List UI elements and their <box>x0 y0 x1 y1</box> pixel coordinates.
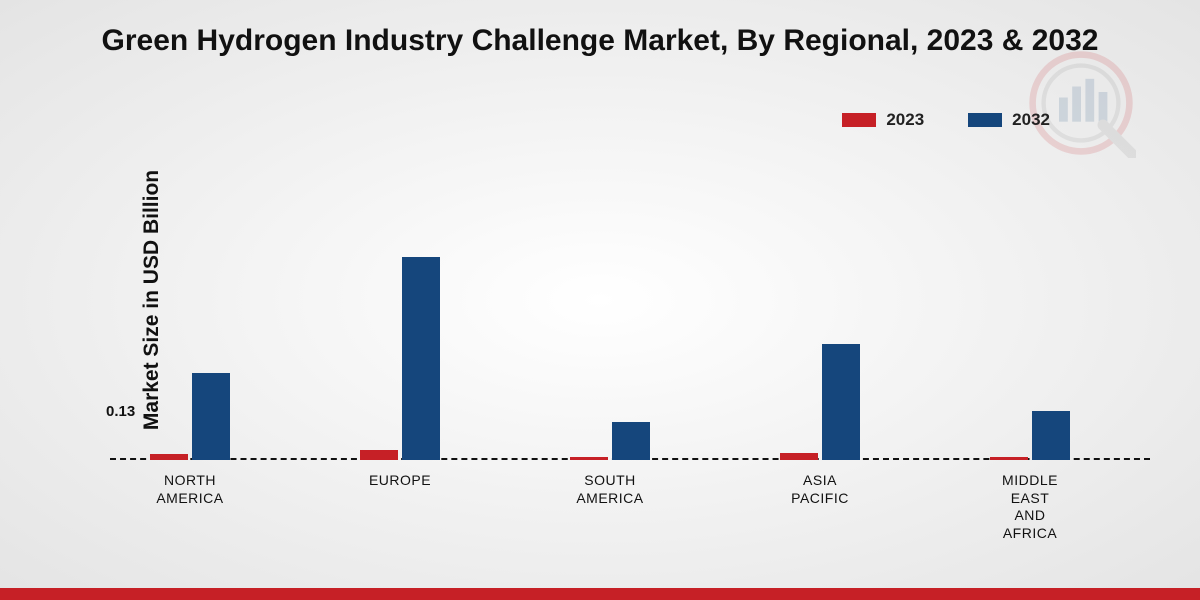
bar-2032-1 <box>402 257 440 460</box>
bar-2023-1 <box>360 450 398 460</box>
bar-2032-0 <box>192 373 230 460</box>
bar-2023-0 <box>150 454 188 460</box>
bar-2023-3 <box>780 453 818 460</box>
legend-swatch-2023 <box>842 113 876 127</box>
bar-2023-2 <box>570 457 608 460</box>
footer-accent-bar <box>0 588 1200 600</box>
bar-2023-4 <box>990 457 1028 460</box>
legend-label-2032: 2032 <box>1012 110 1050 130</box>
bar-2032-4 <box>1032 411 1070 460</box>
plot-area: 0.13 <box>110 170 1150 460</box>
legend-item-2023: 2023 <box>842 110 924 130</box>
legend-label-2023: 2023 <box>886 110 924 130</box>
x-category-label: EUROPE <box>340 472 460 490</box>
legend-item-2032: 2032 <box>968 110 1050 130</box>
bar-2032-2 <box>612 422 650 460</box>
y-tick-label: 0.13 <box>106 403 135 420</box>
legend: 2023 2032 <box>842 110 1050 130</box>
legend-swatch-2032 <box>968 113 1002 127</box>
x-category-label: NORTHAMERICA <box>130 472 250 507</box>
x-category-label: SOUTHAMERICA <box>550 472 670 507</box>
x-category-label: MIDDLEEASTANDAFRICA <box>970 472 1090 542</box>
chart-container: Green Hydrogen Industry Challenge Market… <box>0 0 1200 600</box>
bar-2032-3 <box>822 344 860 460</box>
x-category-label: ASIAPACIFIC <box>760 472 880 507</box>
chart-title: Green Hydrogen Industry Challenge Market… <box>0 24 1200 58</box>
watermark-icon <box>1026 48 1136 158</box>
